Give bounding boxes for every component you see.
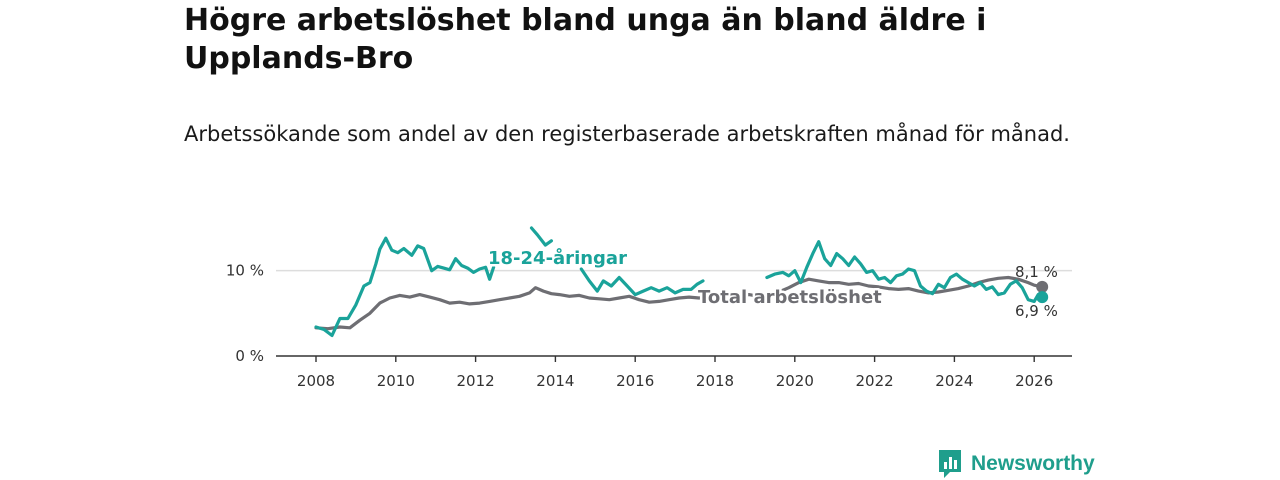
series-line-youth <box>314 226 1044 338</box>
chart-title: Högre arbetslöshet bland unga än bland ä… <box>184 3 987 76</box>
brand-logo[interactable]: Newsworthy <box>937 449 1095 479</box>
x-tick-label: 2008 <box>297 372 335 390</box>
x-tick-label: 2024 <box>935 372 973 390</box>
x-tick-label: 2010 <box>377 372 415 390</box>
end-point-youth <box>1036 291 1049 304</box>
end-value-label-youth: 6,9 % <box>1015 302 1058 320</box>
brand-name: Newsworthy <box>971 452 1095 475</box>
x-tick-label: 2026 <box>1015 372 1053 390</box>
end-point-total <box>1036 280 1049 293</box>
axis-layer: 0 % 10 % 2008 2010 2012 2014 2016 2018 2020 2022 2… <box>226 262 1072 390</box>
x-tick-label: 2012 <box>457 372 495 390</box>
y-tick-label: 10 % <box>226 262 264 280</box>
x-tick-label: 2016 <box>616 372 654 390</box>
newsworthy-logo-icon <box>939 450 961 478</box>
series-label-total: Total arbetslöshet <box>698 287 882 308</box>
y-tick-label: 0 % <box>235 347 264 365</box>
x-tick-label: 2022 <box>856 372 894 390</box>
chart-subtitle: Arbetssökande som andel av den registerb… <box>184 122 1070 146</box>
series-line-total <box>314 275 1044 331</box>
line-chart: 0 % 10 % 2008 2010 2012 2014 2016 2018 2020 2022 2… <box>226 226 1072 390</box>
x-tick-label: 2020 <box>776 372 814 390</box>
series-layer <box>314 226 1049 338</box>
x-tick-label: 2018 <box>696 372 734 390</box>
series-label-youth: 18-24-åringar <box>488 247 627 269</box>
x-tick-label: 2014 <box>536 372 574 390</box>
label-layer: 18-24-åringar Total arbetslöshet 8,1 % 6,9 … <box>486 245 1058 321</box>
end-value-label-total: 8,1 % <box>1015 263 1058 281</box>
